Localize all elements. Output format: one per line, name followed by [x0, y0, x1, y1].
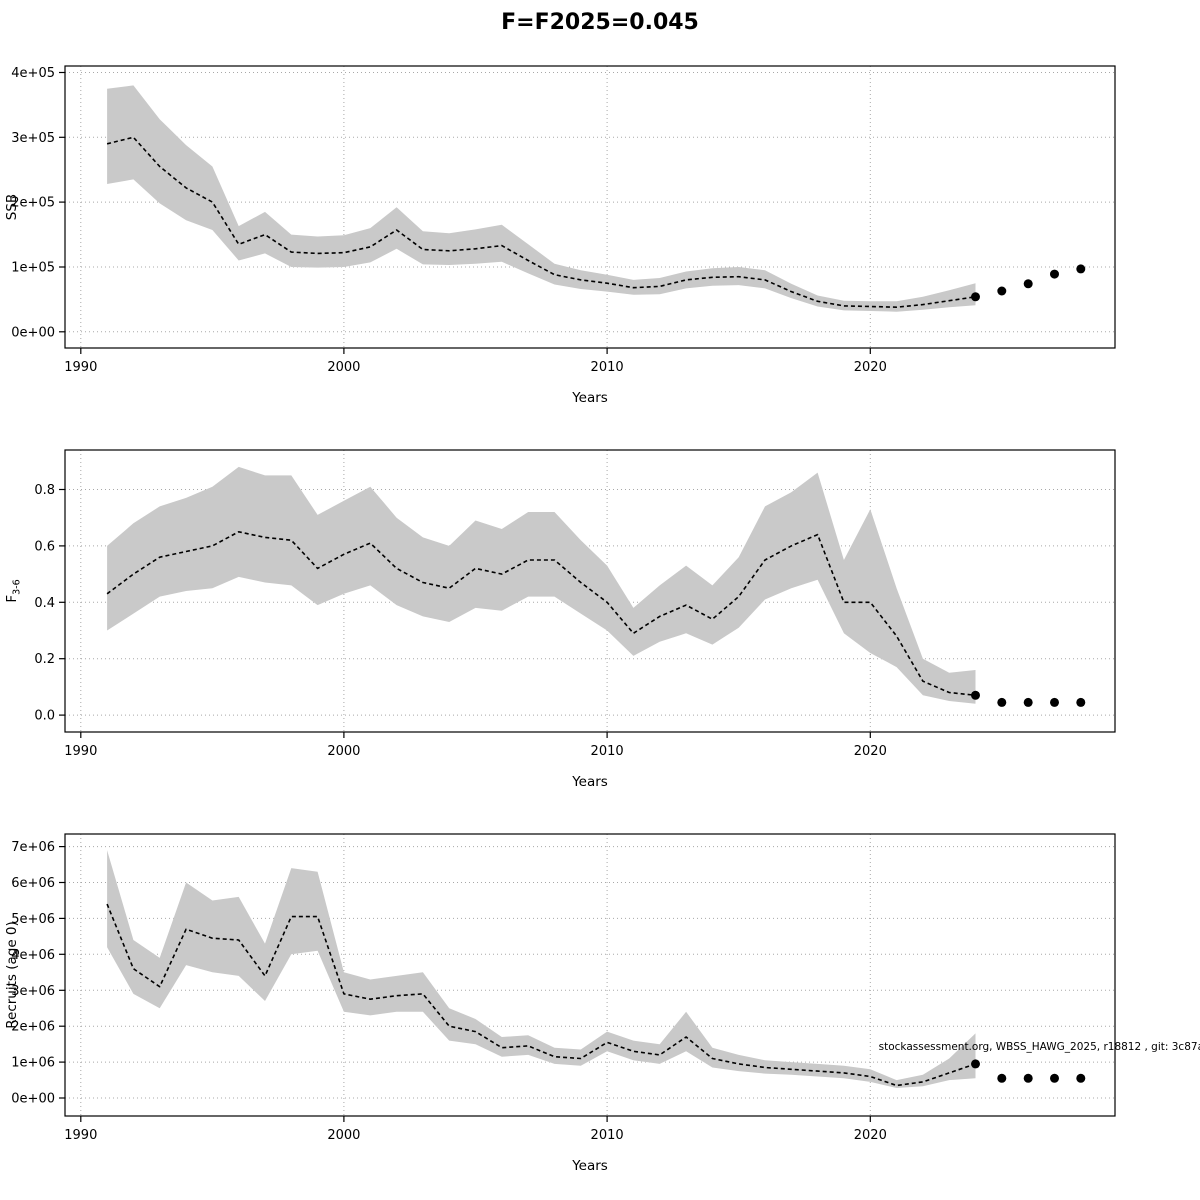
- svg-text:2000: 2000: [327, 744, 360, 759]
- svg-text:1990: 1990: [64, 1128, 97, 1143]
- ssb-chart: 1990 2000 2010 2020 0e+00 1e+05 2e+05 3e+05 4e+0…: [4, 65, 1116, 406]
- svg-text:6e+06: 6e+06: [11, 876, 55, 891]
- svg-text:3e+05: 3e+05: [11, 131, 55, 146]
- svg-text:0.4: 0.4: [34, 596, 55, 611]
- svg-text:Recruits (age 0): Recruits (age 0): [4, 921, 20, 1029]
- svg-text:2000: 2000: [327, 1128, 360, 1143]
- svg-text:1e+05: 1e+05: [11, 261, 55, 276]
- svg-text:2010: 2010: [591, 360, 624, 375]
- svg-text:2e+06: 2e+06: [11, 1020, 55, 1035]
- svg-text:0e+00: 0e+00: [11, 1092, 55, 1107]
- watermark-text: stockassessment.org, WBSS_HAWG_2025, r18…: [878, 1041, 1200, 1053]
- svg-text:2020: 2020: [854, 1128, 887, 1143]
- svg-text:Years: Years: [571, 774, 608, 790]
- svg-text:F3-6: F3-6: [4, 579, 23, 602]
- svg-text:2010: 2010: [591, 744, 624, 759]
- svg-text:0e+00: 0e+00: [11, 325, 55, 340]
- svg-text:Years: Years: [571, 390, 608, 406]
- svg-text:2020: 2020: [854, 744, 887, 759]
- svg-text:0.6: 0.6: [34, 539, 55, 554]
- svg-text:0.8: 0.8: [34, 483, 55, 498]
- svg-text:4e+05: 4e+05: [11, 66, 55, 81]
- svg-text:4e+06: 4e+06: [11, 948, 55, 963]
- svg-text:2e+05: 2e+05: [11, 196, 55, 211]
- svg-text:1e+06: 1e+06: [11, 1056, 55, 1071]
- svg-text:5e+06: 5e+06: [11, 912, 55, 927]
- recruits-panel: 1990 2000 2010 2020 0e+00 1e+06 2e+06 3e+06 4e+0…: [0, 816, 1200, 1200]
- ssb-panel: 1990 2000 2010 2020 0e+00 1e+05 2e+05 3e+05 4e+0…: [0, 48, 1200, 432]
- fbar-chart: 1990 2000 2010 2020 0.0 0.2 0.4 0.6 0.8 Years F3-6: [4, 449, 1116, 790]
- svg-text:3e+06: 3e+06: [11, 984, 55, 999]
- svg-text:7e+06: 7e+06: [11, 840, 55, 855]
- svg-text:1990: 1990: [64, 744, 97, 759]
- svg-text:2010: 2010: [591, 1128, 624, 1143]
- svg-text:1990: 1990: [64, 360, 97, 375]
- svg-text:0.0: 0.0: [34, 709, 55, 724]
- fbar-panel: 1990 2000 2010 2020 0.0 0.2 0.4 0.6 0.8 Years F3-6: [0, 432, 1200, 816]
- figure-title: F=F2025=0.045: [501, 10, 699, 35]
- recruits-chart: 1990 2000 2010 2020 0e+00 1e+06 2e+06 3e+06 4e+0…: [4, 833, 1116, 1174]
- svg-text:2020: 2020: [854, 360, 887, 375]
- svg-text:2000: 2000: [327, 360, 360, 375]
- svg-text:Years: Years: [571, 1158, 608, 1174]
- svg-text:0.2: 0.2: [34, 652, 55, 667]
- svg-text:SSB: SSB: [4, 194, 20, 220]
